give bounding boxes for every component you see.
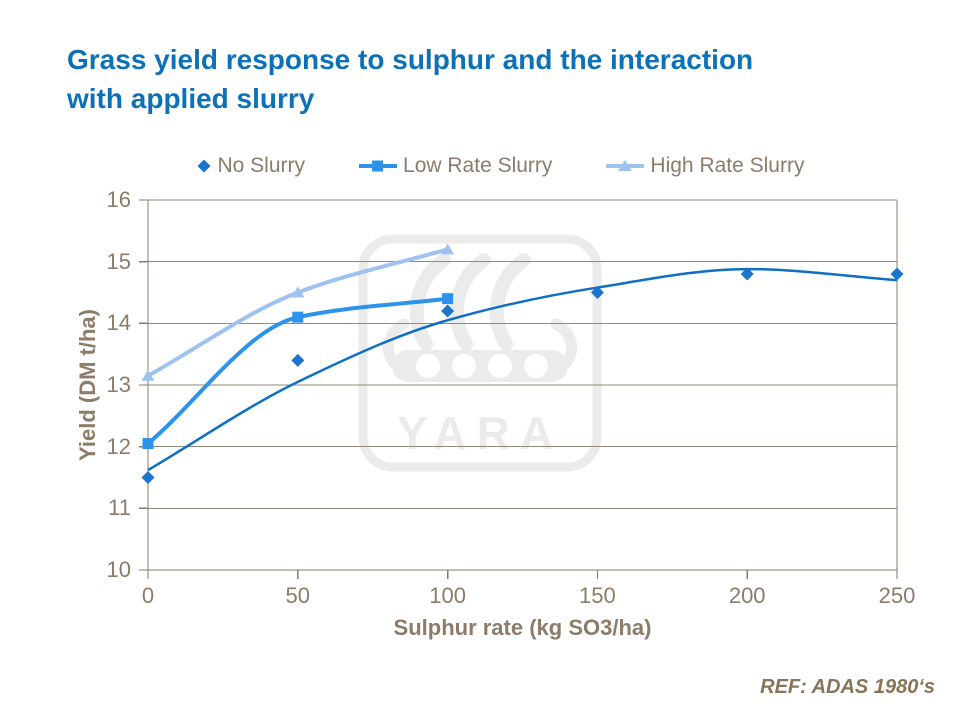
diamond-marker-icon [197, 159, 210, 173]
legend: No Slurry Low Rate Slurry High Rate Slur… [60, 150, 940, 182]
marker-diamond-x100 [441, 304, 455, 318]
yara-watermark-logo: YARA [358, 234, 602, 472]
chart-title-line2: with applied slurry [67, 83, 315, 114]
x-tick-label-200: 200 [728, 583, 766, 608]
marker-triangle-x0 [141, 369, 155, 381]
x-tick-label-100: 100 [429, 583, 466, 608]
marker-square-x100 [442, 293, 454, 305]
y-tick-label-12: 12 [106, 433, 131, 459]
x-tick-label-150: 150 [579, 583, 616, 608]
x-axis-title: Sulphur rate (kg SO3/ha) [393, 615, 652, 640]
y-axis-title: Yield (DM t/ha) [75, 309, 100, 461]
marker-square-x50 [292, 311, 304, 323]
x-tick-label-50: 50 [285, 583, 311, 608]
line-triangle-marker-icon [606, 160, 645, 171]
legend-item-high-rate-slurry: High Rate Slurry [606, 154, 804, 178]
marker-triangle-x100 [441, 243, 455, 255]
marker-diamond-x150 [590, 286, 604, 299]
marker-diamond-x250 [890, 267, 904, 281]
y-tick-label-15: 15 [106, 248, 131, 274]
y-tick-label-16: 16 [106, 187, 131, 212]
marker-triangle-x50 [291, 286, 305, 298]
y-tick-label-14: 14 [106, 310, 131, 336]
x-tick-label-0: 0 [141, 583, 155, 608]
marker-diamond-x0 [141, 471, 155, 484]
x-tick-label-250: 250 [878, 583, 916, 608]
legend-label-no-slurry: No Slurry [217, 154, 306, 177]
chart-title: Grass yield response to sulphur and the … [67, 40, 927, 118]
legend-item-low-rate-slurry: Low Rate Slurry [359, 154, 552, 178]
reference-note: REF: ADAS 1980‘s [760, 676, 935, 698]
y-tick-label-13: 13 [106, 372, 131, 397]
line-square-marker-icon [359, 160, 398, 172]
y-tick-label-11: 11 [108, 495, 131, 521]
legend-label-high-rate-slurry: High Rate Slurry [650, 154, 805, 177]
legend-item-no-slurry: No Slurry [196, 154, 306, 178]
marker-square-x0 [142, 438, 154, 450]
chart-title-line1: Grass yield response to sulphur and the … [67, 44, 754, 75]
series-trendline-0 [147, 267, 898, 472]
marker-diamond-x200 [740, 267, 754, 281]
watermark-brand-text: YARA [397, 407, 563, 459]
legend-label-low-rate-slurry: Low Rate Slurry [403, 154, 553, 177]
marker-diamond-x50 [291, 353, 305, 367]
y-tick-label-10: 10 [106, 557, 131, 582]
